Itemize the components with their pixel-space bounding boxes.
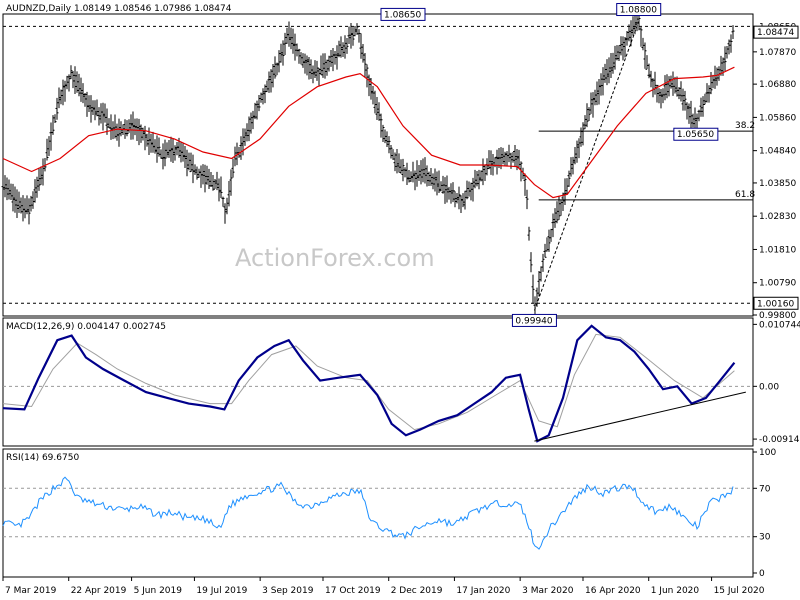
rsi-ytick-label: 70 [759, 484, 771, 494]
price-ytick-label: 0.99800 [759, 311, 796, 321]
macd-ytick-label: 0.010744 [759, 320, 800, 330]
x-tick-label: 5 Jun 2019 [134, 586, 183, 596]
current-price-label: 1.08474 [757, 28, 794, 38]
price-annotation-label: 1.08800 [620, 6, 657, 16]
price-layer: 1.08650 1.07870 1.06880 1.05860 1.04840 1.038… [1, 3, 799, 327]
macd-signal-line [2, 333, 735, 431]
moving-average-line [2, 66, 735, 199]
rsi-panel-frame [2, 448, 754, 578]
price-ytick-label: 1.00790 [759, 279, 796, 289]
x-tick-label: 2 Dec 2019 [391, 586, 443, 596]
x-tick-label: 15 Jul 2020 [714, 586, 765, 596]
macd-ytick-label: -0.009148 [759, 435, 800, 445]
x-tick-label: 1 Jun 2020 [651, 586, 700, 596]
price-ytick-label: 1.07870 [759, 48, 796, 58]
current-price-box [753, 25, 799, 39]
macd-ytick-label: 0.00 [759, 382, 779, 392]
price-annotation-label: 1.05650 [677, 130, 714, 140]
watermark: ActionForex.com [235, 244, 435, 272]
x-tick-label: 19 Jul 2019 [196, 586, 247, 596]
price-ytick-label: 1.01810 [759, 245, 796, 255]
price-ytick-label: 1.06880 [759, 80, 796, 90]
rsi-layer: 100 70 30 0 [2, 448, 776, 579]
price-panel-frame [2, 13, 754, 317]
rsi-ytick-label: 0 [759, 569, 765, 579]
price-annotation-label: 0.99940 [515, 316, 552, 326]
rsi-ytick-label: 100 [759, 448, 776, 458]
price-trendline [533, 21, 640, 311]
price-annotation-box [616, 3, 662, 17]
price-ytick-label: 1.03850 [759, 179, 796, 189]
price-header: AUDNZD,Daily 1.08149 1.08546 1.07986 1.0… [6, 4, 232, 14]
x-axis: 7 Mar 2019 22 Apr 2019 5 Jun 2019 19 Jul 20… [2, 577, 765, 596]
support-label: 1.00160 [757, 299, 794, 309]
macd-panel-frame [2, 317, 754, 447]
x-tick-label: 3 Sep 2019 [262, 586, 314, 596]
support-label-box [753, 296, 799, 310]
macd-trendline [534, 391, 746, 442]
price-ytick-label: 1.04840 [759, 147, 796, 157]
price-ytick-label: 1.02830 [759, 212, 796, 222]
price-ytick-label: 1.05860 [759, 113, 796, 123]
price-annotation-box [673, 127, 719, 141]
fib-level-label: 38.2 [735, 121, 755, 131]
rsi-header: RSI(14) 69.6750 [6, 453, 79, 463]
x-tick-label: 7 Mar 2019 [5, 586, 57, 596]
x-tick-label: 17 Oct 2019 [325, 586, 381, 596]
x-tick-label: 17 Jan 2020 [456, 586, 510, 596]
rsi-line [2, 476, 734, 550]
price-annotation-box [511, 313, 557, 327]
x-tick-label: 22 Apr 2019 [71, 586, 127, 596]
fib-level-label: 61.8 [735, 190, 755, 200]
x-tick-label: 3 Mar 2020 [522, 586, 574, 596]
price-annotation-label: 1.08650 [384, 10, 421, 20]
rsi-ytick-label: 30 [759, 533, 771, 543]
macd-header: MACD(12,26,9) 0.004147 0.002745 [6, 322, 166, 332]
macd-layer: 0.010744 0.00 -0.009148 [2, 320, 800, 445]
x-tick-label: 16 Apr 2020 [585, 586, 641, 596]
price-annotation-box [380, 7, 426, 21]
macd-line [2, 324, 736, 443]
